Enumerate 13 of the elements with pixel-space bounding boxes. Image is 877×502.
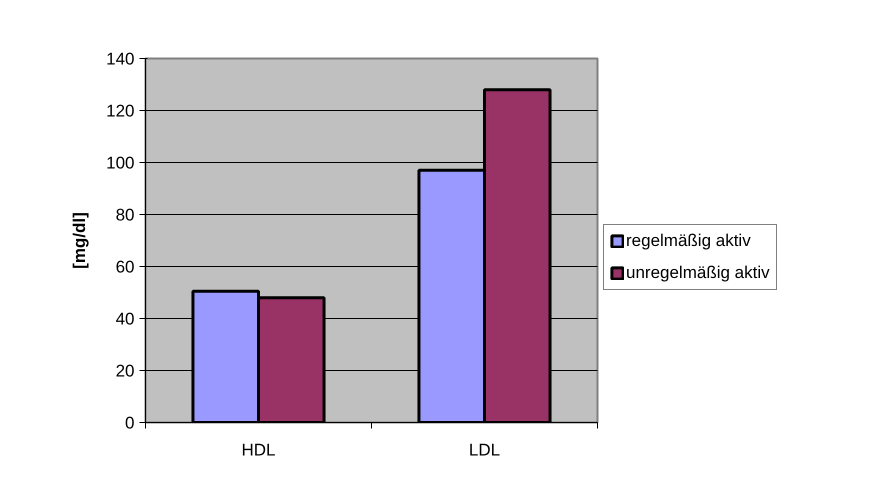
y-axis-title: [mg/dl] [70,212,90,269]
y-tick-label: 60 [116,258,135,276]
y-tick-label: 100 [106,154,135,172]
legend-label: regelmäßig aktiv [626,231,751,251]
y-tick-label: 140 [106,50,135,68]
x-tick-label: HDL [241,440,276,460]
y-tick-label: 40 [116,310,135,328]
y-tick-label: 20 [116,362,135,380]
y-tick-label: 80 [116,206,135,224]
legend-label: unregelmäßig aktiv [626,263,770,283]
y-tick-label: 0 [125,414,135,432]
x-tick-label: LDL [468,440,500,460]
y-tick-label: 120 [106,102,135,120]
